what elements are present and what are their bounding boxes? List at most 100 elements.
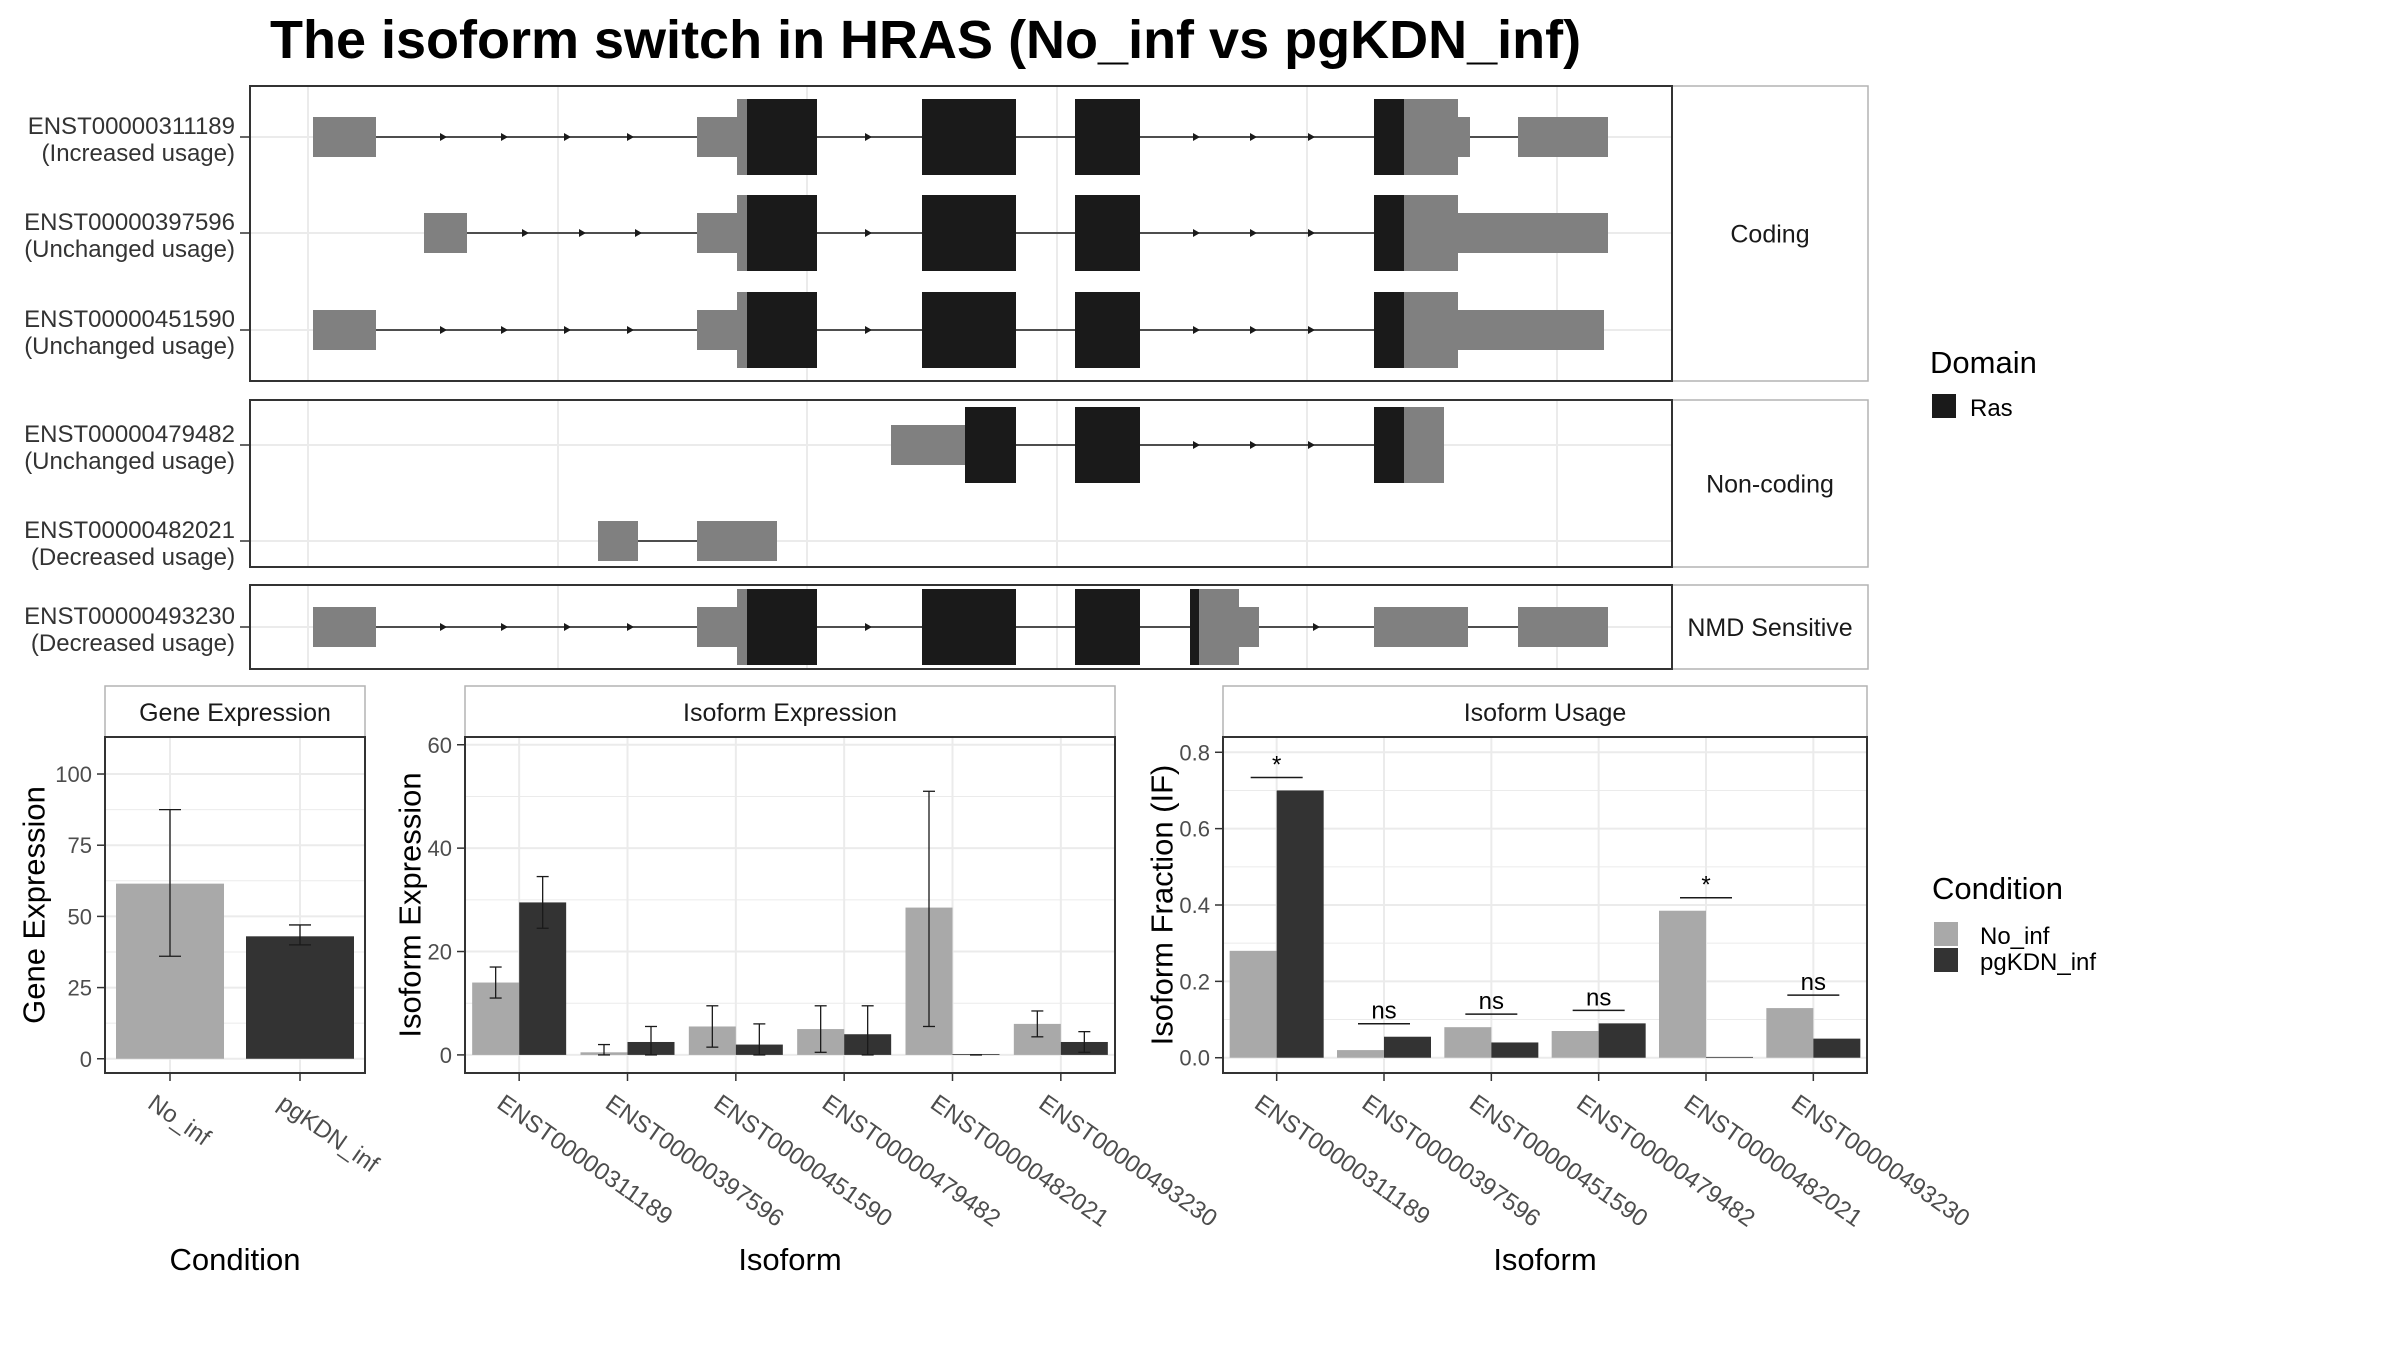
transcript-structure-plot: Coding Non-coding NMD Sensitive ENST0000031… (24, 85, 1869, 670)
coding-exon (737, 589, 747, 665)
strand-arrow (1308, 229, 1315, 237)
ras-domain-exon (1075, 589, 1140, 665)
y-tick-label: 20 (428, 940, 452, 965)
plot-border (104, 736, 366, 1074)
utr-exon (313, 117, 376, 157)
x-tick-label: pgKDN_inf (273, 1090, 384, 1179)
utr-exon (424, 213, 467, 253)
strand-arrow (440, 326, 447, 334)
strand-arrow (522, 229, 529, 237)
facet-strip-label: NMD Sensitive (1687, 614, 1852, 642)
facet-strip-label: Coding (1730, 221, 1809, 249)
strand-arrow (1250, 326, 1257, 334)
utr-exon (1518, 117, 1608, 157)
y-tick-label: 0.2 (1179, 969, 1210, 994)
y-tick-label: 0.8 (1179, 740, 1210, 765)
strand-arrow (635, 229, 642, 237)
strand-arrow (564, 326, 571, 334)
ras-domain-exon (922, 292, 1016, 368)
y-tick-label: 0 (440, 1043, 452, 1068)
condition-legend-swatch-no-inf (1934, 922, 1958, 946)
bar-pgKDN_inf-ENST00000482021 (1706, 1056, 1753, 1058)
x-tick-label: ENST00000493230 (1786, 1090, 1974, 1233)
utr-exon (1458, 117, 1470, 157)
ras-domain-exon (747, 292, 817, 368)
utr-exon (1458, 310, 1604, 350)
strand-arrow (564, 133, 571, 141)
x-tick-label: ENST00000311189 (1250, 1090, 1435, 1231)
strand-arrow (865, 133, 872, 141)
isoform-expression-panel: Isoform Expression 0 20 40 60 ENST00000311189… (392, 685, 1222, 1277)
y-tick-label: 0.4 (1179, 893, 1210, 918)
strand-arrow (579, 229, 586, 237)
strand-arrow (1193, 229, 1200, 237)
bar-pgKDN_inf (246, 936, 354, 1059)
strand-arrow (627, 326, 634, 334)
domain-legend-swatch-ras (1932, 394, 1956, 418)
utr-exon (697, 521, 777, 561)
significance-label: ns (1371, 998, 1396, 1025)
strand-arrow (1250, 133, 1257, 141)
coding-exon (1404, 99, 1458, 175)
strand-arrow (1250, 229, 1257, 237)
ras-domain-exon (922, 99, 1016, 175)
isoform-id-label: ENST00000479482 (24, 421, 235, 448)
isoform-usage-label: (Decreased usage) (31, 544, 235, 571)
domain-legend: Domain Ras (1930, 345, 2037, 422)
strand-arrow (1193, 326, 1200, 334)
y-tick-label: 0.6 (1179, 817, 1210, 842)
strand-arrow (1193, 441, 1200, 449)
strand-arrow (865, 623, 872, 631)
isoform-usage-label: (Unchanged usage) (24, 448, 235, 475)
y-tick-label: 0.0 (1179, 1046, 1210, 1071)
structure-facet-border (249, 399, 1673, 568)
condition-legend-label-pgkdn-inf: pgKDN_inf (1980, 949, 2096, 976)
bar-No_inf-ENST00000311189 (1229, 950, 1277, 1058)
isoform-usage-label: (Unchanged usage) (24, 236, 235, 263)
strand-arrow (501, 326, 508, 334)
gene-expression-panel: Gene Expression 0 25 50 75 100 No_inf pgKDN_inf… (16, 685, 384, 1277)
strand-arrow (1250, 441, 1257, 449)
coding-exon (1404, 407, 1444, 483)
strand-arrow (501, 133, 508, 141)
bar-No_inf-ENST00000493230 (1766, 1008, 1814, 1058)
significance-label: ns (1801, 969, 1826, 996)
ras-domain-exon (1374, 99, 1404, 175)
utr-exon (313, 310, 376, 350)
bar-No_inf-ENST00000482021 (1659, 910, 1706, 1058)
utr-exon (891, 425, 965, 465)
strand-arrow (1308, 133, 1315, 141)
x-tick-label: ENST00000451590 (1464, 1090, 1652, 1233)
ras-domain-exon (1075, 99, 1140, 175)
isoform-usage-label: (Decreased usage) (31, 630, 235, 657)
y-tick-label: 60 (428, 733, 452, 758)
bar-No_inf-ENST00000397596 (1337, 1050, 1384, 1058)
isoform-id-label: ENST00000397596 (24, 209, 235, 236)
utr-exon (598, 521, 638, 561)
utr-exon (313, 607, 376, 647)
ras-domain-exon (1075, 195, 1140, 271)
figure-title: The isoform switch in HRAS (No_inf vs pg… (270, 10, 1581, 70)
isoform-id-label: ENST00000493230 (24, 603, 235, 630)
ras-domain-exon (747, 99, 817, 175)
ras-domain-exon (922, 589, 1016, 665)
x-tick-label: ENST00000482021 (1679, 1090, 1867, 1233)
coding-exon (737, 99, 747, 175)
ras-domain-exon (1374, 195, 1404, 271)
condition-legend-label-no-inf: No_inf (1980, 923, 2050, 950)
significance-label: ns (1479, 988, 1504, 1015)
panel-title: Isoform Expression (683, 699, 897, 727)
utr-exon (697, 117, 737, 157)
strand-arrow (865, 326, 872, 334)
x-tick-label: ENST00000482021 (925, 1090, 1113, 1233)
ras-domain-exon (1075, 292, 1140, 368)
bar-pgKDN_inf-ENST00000479482 (1598, 1023, 1646, 1058)
x-tick-label: No_inf (143, 1090, 216, 1152)
strand-arrow (1313, 623, 1320, 631)
y-tick-label: 0 (80, 1047, 92, 1072)
isoform-usage-panel: Isoform Usage * ns ns ns * ns 0.0 0.2 0.4 0.6 0.8 EN… (1144, 685, 1974, 1277)
x-tick-label: ENST00000479482 (1572, 1090, 1760, 1233)
utr-exon (1239, 607, 1259, 647)
strand-arrow (627, 133, 634, 141)
strand-arrow (1193, 133, 1200, 141)
